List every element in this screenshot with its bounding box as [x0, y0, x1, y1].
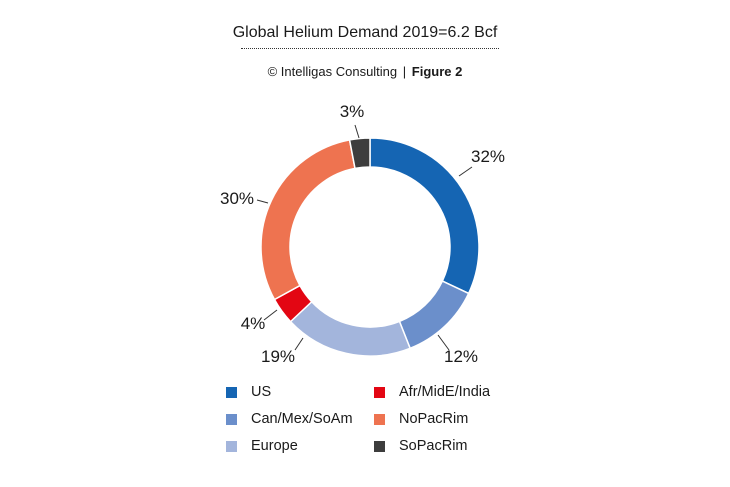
- chart-title: Global Helium Demand 2019=6.2 Bcf: [232, 24, 498, 41]
- legend-item-us: US: [226, 384, 271, 400]
- chart-credit: © Intelligas Consulting | Figure 2: [0, 64, 730, 79]
- leader-line-us: [458, 166, 473, 177]
- credit-source: © Intelligas Consulting: [267, 64, 398, 79]
- legend-label-sopacrim: SoPacRim: [399, 438, 468, 454]
- leader-line-can-mex-soam: [437, 334, 450, 351]
- legend-item-nopacrim: NoPacRim: [374, 411, 468, 427]
- legend-label-can-mex-soam: Can/Mex/SoAm: [251, 411, 353, 427]
- legend-swatch-afr-mide-india: [374, 386, 385, 398]
- leader-line-europe: [294, 337, 304, 351]
- leader-line-sopacrim: [354, 124, 360, 139]
- title-divider: [241, 48, 499, 49]
- data-label-europe: 19%: [261, 347, 295, 366]
- data-label-us: 32%: [471, 147, 505, 166]
- legend-swatch-us: [226, 386, 237, 398]
- slice-can-mex-soam: [398, 280, 470, 350]
- data-label-afr-mide-india: 4%: [241, 314, 266, 333]
- legend-item-afr-mide-india: Afr/MidE/India: [374, 384, 490, 400]
- data-label-can-mex-soam: 12%: [444, 347, 478, 366]
- legend-item-sopacrim: SoPacRim: [374, 438, 468, 454]
- slice-nopacrim: [260, 139, 356, 301]
- slice-sopacrim: [348, 137, 371, 170]
- legend-label-afr-mide-india: Afr/MidE/India: [399, 384, 491, 400]
- legend-swatch-sopacrim: [374, 440, 385, 452]
- data-label-nopacrim: 30%: [220, 189, 254, 208]
- legend-swatch-nopacrim: [374, 413, 385, 425]
- credit-figure: Figure 2: [411, 64, 463, 79]
- legend-label-europe: Europe: [251, 438, 298, 454]
- legend-label-nopacrim: NoPacRim: [399, 411, 469, 427]
- legend-item-can-mex-soam: Can/Mex/SoAm: [226, 411, 353, 427]
- legend-item-europe: Europe: [226, 438, 298, 454]
- data-label-sopacrim: 3%: [340, 102, 365, 121]
- legend-label-us: US: [251, 384, 272, 400]
- slice-us: [369, 137, 480, 295]
- legend-swatch-europe: [226, 440, 237, 452]
- leader-line-afr-mide-india: [263, 309, 278, 321]
- leader-line-nopacrim: [256, 199, 269, 204]
- slice-europe: [289, 300, 412, 357]
- legend-swatch-can-mex-soam: [226, 413, 237, 425]
- credit-separator: |: [402, 64, 407, 79]
